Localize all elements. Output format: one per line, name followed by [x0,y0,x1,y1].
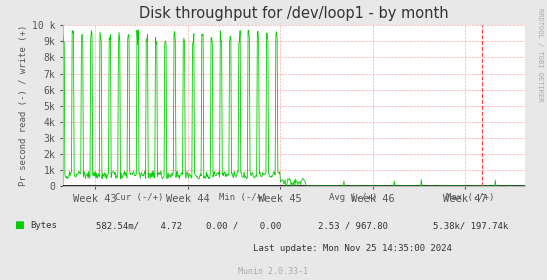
Text: RRDTOOL / TOBI OETIKER: RRDTOOL / TOBI OETIKER [537,8,543,102]
Text: 582.54m/    4.72: 582.54m/ 4.72 [96,221,183,230]
Text: Munin 2.0.33-1: Munin 2.0.33-1 [238,267,309,276]
Text: 2.53 / 967.80: 2.53 / 967.80 [318,221,388,230]
Text: ■: ■ [14,220,24,230]
Text: Avg (-/+): Avg (-/+) [329,193,377,202]
Text: Last update: Mon Nov 25 14:35:00 2024: Last update: Mon Nov 25 14:35:00 2024 [253,244,452,253]
Text: Max (-/+): Max (-/+) [446,193,494,202]
Text: 5.38k/ 197.74k: 5.38k/ 197.74k [433,221,508,230]
Title: Disk throughput for /dev/loop1 - by month: Disk throughput for /dev/loop1 - by mont… [139,6,449,21]
Text: Bytes: Bytes [30,221,57,230]
Text: Cur (-/+): Cur (-/+) [115,193,164,202]
Text: 0.00 /    0.00: 0.00 / 0.00 [206,221,281,230]
Y-axis label: Pr second read (-) / write (+): Pr second read (-) / write (+) [19,25,27,186]
Text: Min (-/+): Min (-/+) [219,193,267,202]
